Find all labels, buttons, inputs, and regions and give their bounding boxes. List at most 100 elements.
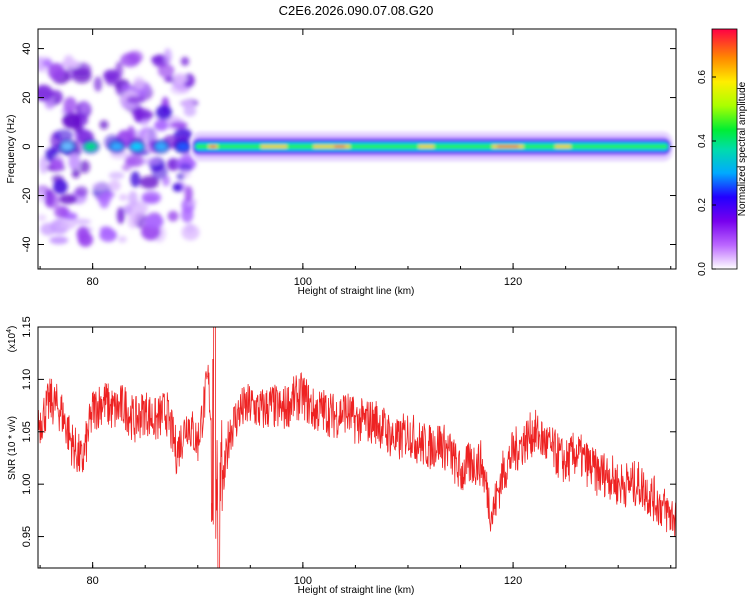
heatmap-blob bbox=[121, 83, 132, 91]
colorbar-label: Normalized spectral amplitude bbox=[737, 81, 748, 216]
heatmap-blob bbox=[117, 236, 127, 243]
bottom-y-tick-label: 1.00 bbox=[21, 473, 33, 494]
ridge-peak-red bbox=[334, 145, 345, 148]
heatmap-blob bbox=[47, 62, 65, 81]
multiplier-exponent: 4 bbox=[6, 329, 13, 333]
bottom-x-tick-label: 120 bbox=[504, 575, 522, 587]
top-x-tick-label: 80 bbox=[87, 276, 99, 288]
heatmap-blob bbox=[133, 76, 145, 90]
colorbar-tick-label: 0.0 bbox=[697, 262, 708, 276]
heatmap-blob bbox=[116, 206, 125, 224]
heatmap-blob bbox=[110, 142, 123, 151]
top-plot-frame bbox=[37, 28, 677, 270]
heatmap-blob bbox=[99, 120, 109, 130]
heatmap-blob bbox=[172, 182, 183, 192]
top-y-axis-label: Frequency (Hz) bbox=[6, 115, 17, 184]
heatmap-blob bbox=[163, 48, 172, 65]
snr-line-area bbox=[38, 327, 676, 568]
colorbar-tick-label: 0.2 bbox=[697, 198, 708, 212]
heatmap-blob bbox=[142, 157, 162, 166]
bottom-y-tick-label: 1.15 bbox=[21, 316, 33, 337]
multiplier-text: (x10 bbox=[7, 332, 18, 352]
heatmap-blob bbox=[154, 142, 167, 151]
ridge-peak bbox=[313, 145, 351, 149]
bottom-y-tick-label: 1.05 bbox=[21, 421, 33, 442]
heatmap-blob bbox=[155, 105, 173, 121]
colorbar-tick-label: 0.6 bbox=[697, 70, 708, 84]
heatmap-blob bbox=[42, 58, 53, 68]
top-axis-ticks: 80 100 120 -40 -20 0 20 40 bbox=[21, 29, 676, 288]
heatmap-blob bbox=[74, 186, 89, 197]
heatmap-blob bbox=[181, 224, 200, 241]
bottom-y-tick-label: 1.10 bbox=[21, 369, 33, 390]
heatmap-blob bbox=[167, 210, 179, 222]
heatmap-blob bbox=[91, 182, 110, 190]
heatmap-blob bbox=[53, 179, 68, 195]
y-multiplier: (x104) bbox=[6, 326, 18, 353]
heatmap-blob bbox=[169, 121, 188, 129]
ridge-peak bbox=[260, 145, 288, 149]
heatmap-blob bbox=[108, 180, 121, 192]
heatmap-blob bbox=[84, 142, 97, 151]
bottom-plot-frame bbox=[37, 326, 677, 569]
heatmap-blob bbox=[108, 171, 125, 180]
heatmap-blob bbox=[150, 55, 166, 64]
heatmap-blob bbox=[118, 193, 128, 201]
figure-title: C2E6.2026.090.07.08.G20 bbox=[279, 3, 434, 18]
heatmap-blob bbox=[59, 194, 77, 205]
heatmap-blob bbox=[49, 236, 69, 245]
heatmap-blob bbox=[72, 218, 92, 225]
top-y-tick-label: 40 bbox=[21, 42, 33, 54]
top-y-tick-label: -40 bbox=[21, 237, 33, 253]
bottom-y-tick-label: 0.95 bbox=[21, 526, 33, 547]
heatmap-blob bbox=[172, 73, 188, 85]
heatmap-blob bbox=[44, 192, 60, 209]
heatmap-blob bbox=[61, 142, 74, 151]
ridge-peak-red bbox=[210, 145, 216, 148]
heatmap-blob bbox=[63, 96, 77, 114]
heatmap-blob bbox=[63, 55, 74, 64]
multiplier-close: ) bbox=[7, 326, 18, 329]
heatmap-blob bbox=[68, 152, 81, 171]
heatmap-blob bbox=[130, 171, 141, 188]
heatmap-blob bbox=[54, 205, 69, 219]
heatmap-blob bbox=[128, 190, 138, 206]
spectrogram-heatmap bbox=[38, 48, 673, 247]
heatmap-blob bbox=[144, 214, 164, 229]
heatmap-blob bbox=[71, 168, 81, 179]
heatmap-blob bbox=[53, 129, 74, 142]
colorbar bbox=[711, 28, 738, 270]
snr-series-line bbox=[38, 327, 676, 568]
heatmap-blob bbox=[183, 105, 197, 117]
heatmap-blob bbox=[72, 68, 92, 84]
heatmap-blob bbox=[141, 190, 162, 205]
heatmap-blob bbox=[157, 63, 175, 78]
ridge-peak bbox=[418, 145, 435, 149]
heatmap-blob bbox=[126, 50, 144, 64]
heatmap-blob bbox=[38, 214, 47, 222]
heatmap-blob bbox=[130, 142, 143, 151]
heatmap-blob bbox=[151, 164, 168, 180]
bottom-x-tick-label: 80 bbox=[87, 575, 99, 587]
heatmap-blob bbox=[103, 69, 120, 82]
top-x-axis-label: Height of straight line (km) bbox=[298, 286, 415, 297]
heatmap-blob bbox=[177, 142, 190, 151]
top-x-tick-label: 100 bbox=[294, 276, 312, 288]
heatmap-blob bbox=[38, 84, 54, 102]
heatmap-blob bbox=[154, 119, 169, 131]
heatmap-blob bbox=[99, 226, 113, 234]
heatmap-blob bbox=[76, 226, 90, 242]
heatmap-blob bbox=[167, 158, 180, 171]
heatmap-blob bbox=[79, 160, 91, 174]
heatmap-blob bbox=[93, 76, 103, 92]
heatmap-blob bbox=[180, 100, 195, 108]
heatmap-blob bbox=[124, 155, 145, 167]
heatmap-blob bbox=[123, 204, 133, 215]
heatmap-blob bbox=[180, 56, 190, 66]
heatmap-blob bbox=[173, 127, 192, 142]
bottom-x-tick-label: 100 bbox=[294, 575, 312, 587]
colorbar-tick-label: 0.4 bbox=[697, 134, 708, 148]
heatmap-blob bbox=[184, 185, 193, 203]
heatmap-blob bbox=[135, 110, 154, 120]
